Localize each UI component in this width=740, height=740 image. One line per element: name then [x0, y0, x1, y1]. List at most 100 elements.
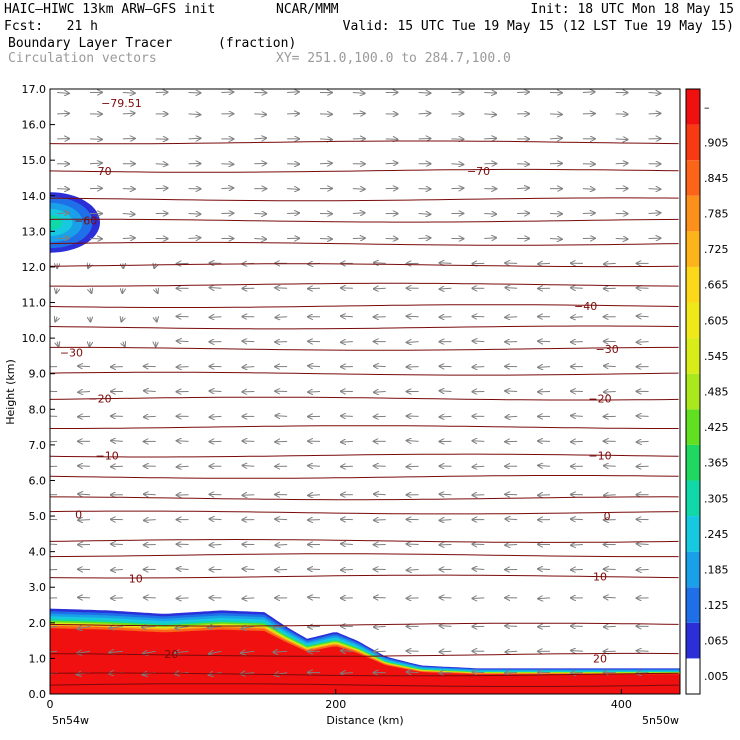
isotherm-line [50, 218, 679, 223]
isotherm-line [50, 672, 679, 677]
circulation-vector [89, 163, 102, 164]
circulation-vector [287, 213, 299, 214]
circulation-vector [57, 93, 69, 94]
colorbar-label: .485 [704, 386, 729, 399]
isotherm-line [50, 371, 679, 376]
circulation-vector [56, 288, 57, 293]
isotherm-line [50, 263, 679, 268]
circulation-vector [210, 519, 222, 520]
y-tick-label: 13.0 [22, 225, 47, 238]
circulation-vector [451, 164, 463, 165]
circulation-vector [582, 189, 595, 190]
circulation-vector [111, 569, 123, 570]
isotherm-label: −30 [596, 343, 619, 356]
circulation-vector [274, 626, 288, 627]
circulation-vector [648, 189, 661, 190]
circulation-vector [208, 626, 222, 627]
circulation-vector [505, 545, 518, 546]
circulation-vector [604, 263, 616, 264]
circulation-vector [188, 114, 201, 115]
circulation-vector [341, 441, 353, 442]
circulation-vector [352, 113, 365, 114]
circulation-vector [287, 189, 299, 190]
circulation-vector [571, 317, 583, 318]
circulation-vector [341, 342, 353, 343]
circulation-vector [241, 651, 255, 653]
circulation-vector [177, 441, 189, 442]
colorbar-swatch [686, 480, 700, 517]
circulation-vector [472, 367, 485, 368]
circulation-vector [156, 288, 158, 293]
circulation-vector [275, 416, 288, 417]
circulation-vector [341, 316, 353, 317]
isotherm-line [50, 652, 679, 657]
colorbar-swatch [686, 551, 700, 588]
circulation-vector [90, 288, 91, 293]
colorbar-label: .785 [704, 208, 729, 221]
circulation-vector [242, 598, 255, 599]
circulation-vector [308, 466, 321, 467]
circulation-vector [111, 441, 123, 442]
circulation-vector [472, 569, 485, 570]
circulation-vector [538, 569, 551, 570]
circulation-vector [144, 494, 156, 495]
colorbar-swatch [686, 338, 700, 374]
colorbar-swatch [686, 89, 700, 125]
circulation-vector [615, 163, 628, 164]
y-tick-label: 12.0 [22, 261, 47, 274]
circulation-vector [505, 626, 518, 627]
isotherm-line [50, 425, 679, 429]
circulation-vector [648, 93, 661, 94]
y-tick-label: 11.0 [22, 297, 47, 310]
circulation-vector [571, 545, 583, 546]
circulation-vector [637, 416, 649, 417]
circulation-vector [122, 238, 135, 239]
circulation-vector [55, 317, 57, 322]
circulation-vector [57, 189, 69, 190]
circulation-vector [440, 391, 452, 392]
circulation-vector [341, 416, 353, 417]
x-tick-label: 400 [611, 698, 632, 711]
circulation-vector [472, 441, 485, 442]
circulation-vector [440, 494, 452, 495]
circulation-vector [407, 466, 419, 467]
colorbar-swatch [686, 373, 700, 410]
circulation-vector [154, 263, 155, 268]
circulation-vector [210, 416, 222, 417]
y-tick-label: 5.0 [29, 510, 47, 523]
circulation-vector [78, 392, 91, 393]
isotherm-line [50, 396, 679, 401]
isotherm-label: −30 [60, 346, 83, 359]
valid-time: Valid: 15 UTC Tue 19 May 15 (12 LST Tue … [342, 19, 734, 34]
circulation-vector [582, 92, 595, 93]
circulation-vector [210, 545, 222, 546]
circulation-vector [57, 213, 69, 214]
circulation-vector [78, 520, 91, 521]
circulation-vector [111, 466, 123, 467]
colorbar-swatch [686, 516, 700, 552]
isotherm-label: 10 [129, 572, 143, 585]
circulation-vector [275, 317, 288, 318]
circulation-vector [254, 238, 266, 239]
circulation-vector [440, 416, 452, 417]
circulation-vector [121, 317, 122, 322]
x-tick-label: 0 [47, 698, 54, 711]
circulation-vector [319, 139, 332, 140]
circulation-vector [648, 113, 661, 114]
circulation-vector [275, 519, 288, 520]
circulation-vector [177, 598, 189, 599]
circulation-vector [637, 342, 649, 343]
circulation-vector [538, 263, 551, 264]
isotherm-line [50, 453, 679, 458]
colorbar-label: .125 [704, 599, 729, 612]
circulation-vector [538, 465, 551, 466]
isotherm-line [50, 282, 679, 287]
circulation-vector [50, 416, 58, 417]
colorbar-swatch [686, 409, 700, 445]
y-tick-label: 9.0 [29, 368, 47, 381]
circulation-vector [385, 163, 398, 164]
circulation-vector [242, 341, 255, 342]
x-right-location: 5n50w [642, 714, 679, 727]
circulation-vector [472, 598, 485, 599]
